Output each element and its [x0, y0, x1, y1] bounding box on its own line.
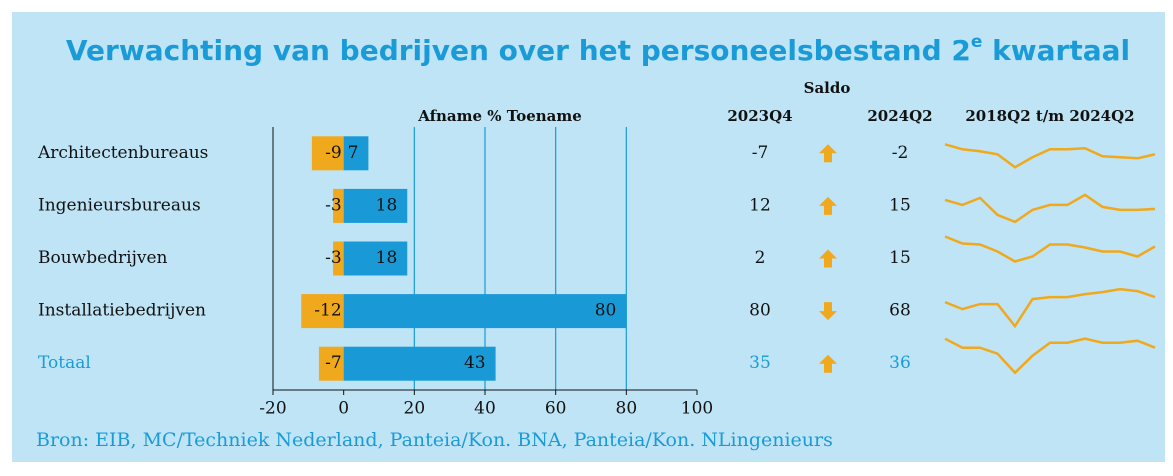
- saldo-value: 36: [889, 353, 911, 373]
- x-tick-label: -20: [259, 399, 286, 419]
- title-superscript: e: [971, 32, 983, 52]
- bar: [333, 241, 344, 276]
- bar: [343, 136, 369, 171]
- value-label: -3: [325, 248, 342, 268]
- saldo-value: 15: [889, 195, 911, 215]
- category-label: Installatiebedrijven: [38, 301, 206, 321]
- column-header: 2024Q2: [867, 107, 932, 125]
- trend-arrow: [819, 144, 837, 163]
- sparkline: [944, 337, 1156, 375]
- axis-header: Afname % Toename: [417, 107, 582, 125]
- value-label: 7: [348, 143, 359, 163]
- value-label: 18: [376, 195, 398, 215]
- saldo-value: 80: [749, 301, 771, 321]
- x-tick-label: 60: [545, 399, 567, 419]
- x-tick-label: 40: [474, 399, 496, 419]
- category-label: Architectenbureaus: [37, 143, 208, 163]
- x-tick-label: 80: [616, 399, 638, 419]
- sparkline: [944, 143, 1156, 169]
- saldo-value: 12: [749, 195, 771, 215]
- x-tick-label: 100: [681, 399, 713, 419]
- value-label: -7: [325, 353, 342, 373]
- saldo-header: Saldo: [804, 79, 851, 97]
- bar: [333, 188, 344, 223]
- sparkline: [944, 287, 1156, 329]
- trend-arrow: [819, 196, 837, 215]
- saldo-value: -2: [892, 143, 909, 163]
- value-label: 43: [464, 353, 486, 373]
- bar: [343, 188, 408, 223]
- value-label: -9: [325, 143, 342, 163]
- saldo-value: 68: [889, 301, 911, 321]
- trend-arrow: [819, 302, 837, 321]
- bar: [343, 241, 408, 276]
- trend-arrow: [819, 249, 837, 268]
- saldo-value: 35: [749, 353, 771, 373]
- sparkline: [944, 235, 1156, 263]
- trend-arrow: [819, 354, 837, 373]
- value-label: -3: [325, 195, 342, 215]
- x-tick-label: 20: [404, 399, 426, 419]
- category-label: Ingenieursbureaus: [38, 195, 201, 215]
- source: Bron: EIB, MC/Techniek Nederland, Pantei…: [36, 429, 833, 451]
- saldo-value: 15: [889, 248, 911, 268]
- background: [12, 12, 1165, 462]
- value-label: -12: [314, 301, 341, 321]
- bar: [301, 294, 344, 329]
- bar: [318, 346, 344, 381]
- column-header: 2023Q4: [727, 107, 792, 125]
- title-text: Verwachting van bedrijven over het perso…: [66, 34, 971, 67]
- title-suffix: kwartaal: [982, 34, 1130, 67]
- sparkline-header: 2018Q2 t/m 2024Q2: [965, 107, 1134, 125]
- sparkline: [944, 193, 1156, 224]
- saldo-value: 2: [755, 248, 766, 268]
- bar: [343, 294, 627, 329]
- category-label: Bouwbedrijven: [38, 248, 168, 268]
- category-label: Totaal: [38, 353, 91, 373]
- bar: [343, 346, 496, 381]
- bar: [311, 136, 344, 171]
- value-label: 18: [376, 248, 398, 268]
- chart-title: Verwachting van bedrijven over het perso…: [66, 32, 1130, 67]
- value-label: 80: [595, 301, 617, 321]
- x-tick-label: 0: [338, 399, 349, 419]
- saldo-value: -7: [752, 143, 769, 163]
